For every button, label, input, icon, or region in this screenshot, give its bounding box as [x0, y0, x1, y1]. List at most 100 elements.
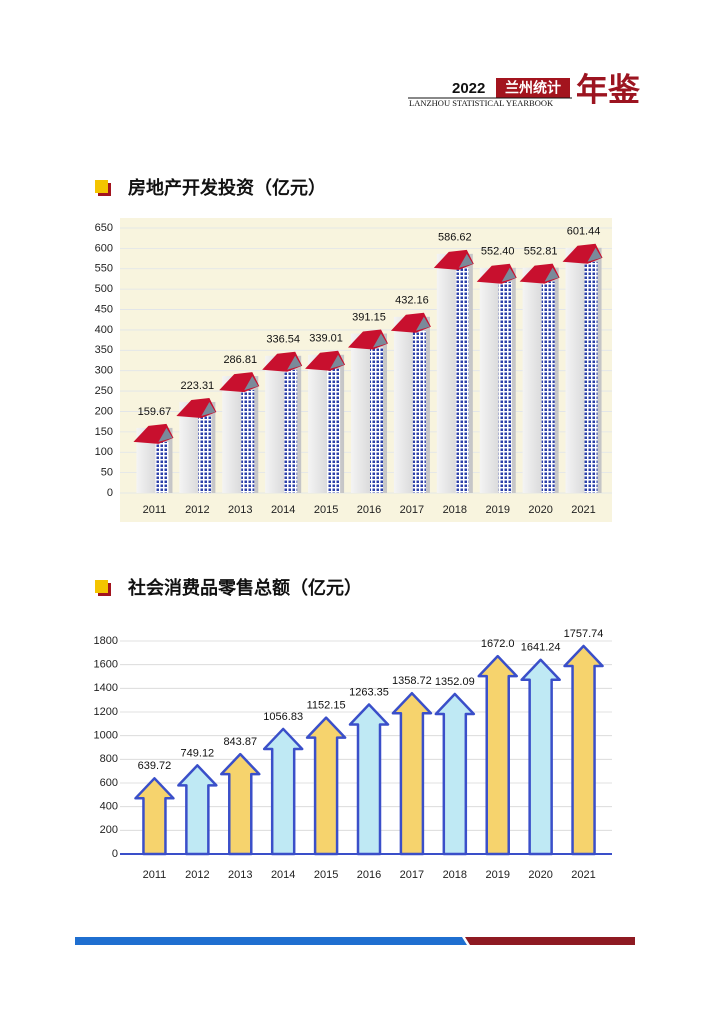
y-tick-label: 0: [112, 848, 118, 860]
building-windows: [412, 330, 426, 493]
building-windows: [455, 267, 469, 493]
y-tick-label: 150: [95, 426, 113, 438]
building-windows: [155, 441, 169, 493]
arrow: [520, 658, 561, 856]
value-label: 432.16: [395, 295, 429, 307]
y-tick-label: 200: [100, 824, 118, 836]
building-windows: [284, 369, 298, 493]
x-tick-label: 2013: [228, 504, 252, 516]
building-gable: [287, 355, 302, 370]
value-label: 223.31: [181, 380, 215, 392]
y-tick-label: 50: [101, 467, 113, 479]
value-label: 391.15: [352, 311, 386, 323]
y-tick-label: 650: [95, 222, 113, 234]
x-tick-label: 2020: [528, 504, 552, 516]
x-tick-label: 2013: [228, 869, 252, 881]
x-tick-label: 2011: [143, 504, 167, 516]
building-gable: [415, 316, 430, 331]
building-windows: [541, 281, 555, 493]
y-tick-label: 800: [100, 753, 118, 765]
x-tick-label: 2021: [571, 504, 595, 516]
building-gable: [544, 267, 559, 282]
building-windows: [584, 261, 598, 493]
arrow: [391, 691, 433, 856]
y-tick-label: 1400: [94, 682, 118, 694]
x-tick-label: 2014: [271, 869, 295, 881]
x-tick-label: 2019: [485, 869, 509, 881]
value-label: 639.72: [138, 760, 172, 772]
x-tick-label: 2018: [443, 869, 467, 881]
x-tick-label: 2012: [185, 504, 209, 516]
y-tick-label: 0: [107, 487, 113, 499]
building-windows: [327, 368, 341, 493]
value-label: 159.67: [138, 406, 172, 418]
building-windows: [370, 347, 383, 493]
arrow: [563, 644, 604, 856]
arrow: [434, 692, 476, 856]
x-tick-label: 2014: [271, 504, 295, 516]
y-tick-label: 550: [95, 263, 113, 275]
y-tick-label: 1800: [94, 635, 118, 647]
value-label: 749.12: [181, 747, 215, 759]
x-tick-label: 2017: [400, 869, 424, 881]
value-label: 1672.0: [481, 638, 515, 650]
header: 2022 兰州统计 年鉴 LANZHOU STATISTICAL YEARBOO…: [408, 71, 641, 108]
x-tick-label: 2016: [357, 869, 381, 881]
y-tick-label: 600: [100, 777, 118, 789]
y-tick-label: 400: [100, 801, 118, 813]
value-label: 1641.24: [521, 642, 561, 654]
y-tick-label: 250: [95, 385, 113, 397]
arrow: [177, 764, 218, 856]
value-label: 1056.83: [263, 711, 303, 723]
book-title: 年鉴: [576, 71, 641, 107]
x-tick-label: 2011: [143, 869, 167, 881]
marker: [95, 580, 111, 596]
building-windows: [241, 390, 255, 493]
building-gable: [373, 333, 387, 348]
brand-box: [496, 78, 570, 98]
footer-bar: [75, 937, 467, 945]
x-tick-label: 2012: [185, 869, 209, 881]
y-tick-label: 200: [95, 405, 113, 417]
y-tick-label: 450: [95, 303, 113, 315]
arrow: [262, 727, 304, 856]
arrow: [220, 752, 261, 856]
value-label: 843.87: [223, 736, 257, 748]
value-label: 339.01: [309, 333, 343, 345]
x-tick-label: 2015: [314, 869, 338, 881]
x-tick-label: 2015: [314, 504, 338, 516]
value-label: 1263.35: [349, 686, 389, 698]
value-label: 586.62: [438, 232, 472, 244]
y-tick-label: 500: [95, 283, 113, 295]
value-label: 1358.72: [392, 675, 432, 687]
x-tick-label: 2018: [443, 504, 467, 516]
marker: [95, 180, 111, 196]
value-label: 1152.15: [307, 700, 346, 712]
x-tick-label: 2021: [571, 869, 595, 881]
arrow: [134, 777, 175, 856]
x-tick-label: 2019: [485, 504, 509, 516]
section-title: 社会消费品零售总额（亿元）: [128, 577, 362, 599]
building-gable: [201, 401, 216, 416]
year: 2022: [452, 80, 485, 97]
building-windows: [198, 415, 212, 493]
building-windows: [498, 281, 512, 493]
value-label: 1352.09: [435, 676, 475, 688]
arrow: [348, 703, 390, 856]
y-tick-label: 1200: [94, 706, 118, 718]
value-label: 286.81: [223, 354, 257, 366]
y-tick-label: 300: [95, 365, 113, 377]
value-label: 552.81: [524, 246, 558, 258]
arrow: [305, 716, 347, 856]
y-tick-label: 350: [95, 344, 113, 356]
value-label: 552.40: [481, 246, 515, 258]
y-tick-label: 100: [95, 446, 113, 458]
subtitle: LANZHOU STATISTICAL YEARBOOK: [409, 98, 554, 108]
x-tick-label: 2016: [357, 504, 381, 516]
section-title: 房地产开发投资（亿元）: [128, 177, 326, 199]
footer-bar: [465, 937, 635, 945]
arrow: [477, 654, 518, 856]
x-tick-label: 2020: [528, 869, 552, 881]
y-tick-label: 600: [95, 242, 113, 254]
